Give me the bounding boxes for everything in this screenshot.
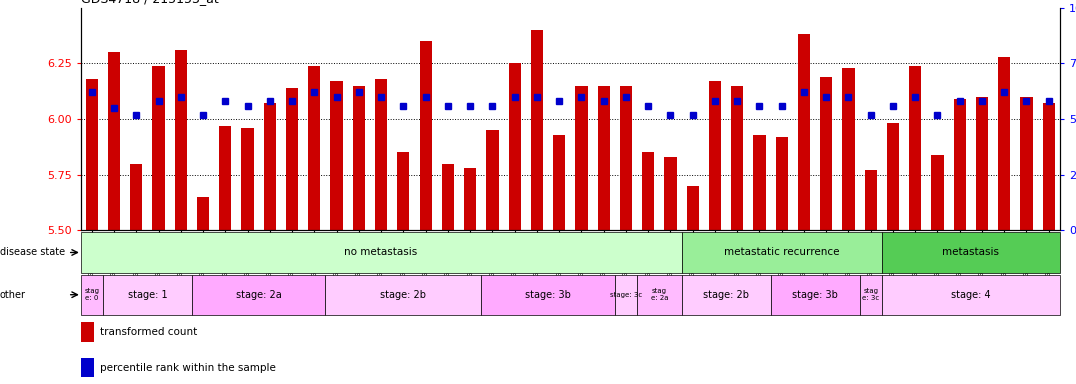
Text: stage: 2a: stage: 2a (236, 290, 282, 300)
Bar (153, 66, 165, 230)
Bar (664, 157, 677, 230)
Bar (731, 86, 744, 230)
Text: stag
e: 0: stag e: 0 (84, 288, 99, 301)
Text: stage: 1: stage: 1 (128, 290, 167, 300)
Text: percentile rank within the sample: percentile rank within the sample (100, 362, 275, 373)
Bar (681, 232, 882, 273)
Bar (241, 128, 254, 230)
Bar (999, 57, 1010, 230)
Bar (330, 81, 343, 230)
Bar (953, 99, 966, 230)
Bar (976, 97, 988, 230)
Bar (860, 275, 882, 315)
Bar (576, 86, 587, 230)
Bar (397, 152, 410, 230)
Bar (753, 135, 765, 230)
Text: stage: 3b: stage: 3b (525, 290, 571, 300)
Bar (932, 155, 944, 230)
Bar (220, 126, 231, 230)
Bar (770, 275, 860, 315)
Bar (86, 79, 98, 230)
Bar (865, 170, 877, 230)
Bar (709, 81, 721, 230)
Text: stage: 2b: stage: 2b (703, 290, 749, 300)
Bar (286, 88, 298, 230)
Bar (486, 130, 498, 230)
Text: stage: 4: stage: 4 (951, 290, 991, 300)
Text: stag
e: 3c: stag e: 3c (862, 288, 879, 301)
Bar (308, 66, 321, 230)
Bar (843, 68, 854, 230)
Bar (887, 124, 900, 230)
Bar (882, 232, 1060, 273)
Bar (1020, 97, 1033, 230)
Text: GDS4718 / 215153_at: GDS4718 / 215153_at (81, 0, 218, 5)
Bar (530, 30, 543, 230)
Bar (197, 197, 209, 230)
Bar (81, 232, 681, 273)
Bar (376, 79, 387, 230)
Bar (192, 275, 325, 315)
Bar (642, 152, 654, 230)
Bar (909, 66, 921, 230)
Text: disease state: disease state (0, 247, 66, 258)
Text: stag
e: 2a: stag e: 2a (651, 288, 668, 301)
Text: no metastasis: no metastasis (344, 247, 417, 258)
Text: stage: 2b: stage: 2b (381, 290, 426, 300)
Bar (797, 35, 810, 230)
Bar (420, 41, 431, 230)
Bar (174, 50, 187, 230)
Text: stage: 3c: stage: 3c (610, 292, 642, 298)
Bar (620, 86, 632, 230)
Text: stage: 3b: stage: 3b (792, 290, 838, 300)
Text: transformed count: transformed count (100, 327, 197, 337)
Bar (81, 358, 95, 377)
Bar (509, 63, 521, 230)
Bar (614, 275, 637, 315)
Bar (637, 275, 681, 315)
Bar (464, 168, 477, 230)
Bar (108, 52, 121, 230)
Bar (597, 86, 610, 230)
Bar (681, 275, 770, 315)
Bar (1043, 103, 1054, 230)
Text: other: other (0, 290, 26, 300)
Bar (81, 275, 103, 315)
Text: metastatic recurrence: metastatic recurrence (724, 247, 839, 258)
Bar (882, 275, 1060, 315)
Bar (264, 103, 275, 230)
Bar (820, 77, 833, 230)
Bar (553, 135, 565, 230)
Bar (81, 322, 95, 342)
Bar (353, 86, 365, 230)
Bar (442, 164, 454, 230)
Bar (776, 137, 788, 230)
Bar (686, 186, 698, 230)
Bar (130, 164, 142, 230)
Bar (325, 275, 481, 315)
Bar (481, 275, 614, 315)
Bar (103, 275, 192, 315)
Text: metastasis: metastasis (943, 247, 1000, 258)
